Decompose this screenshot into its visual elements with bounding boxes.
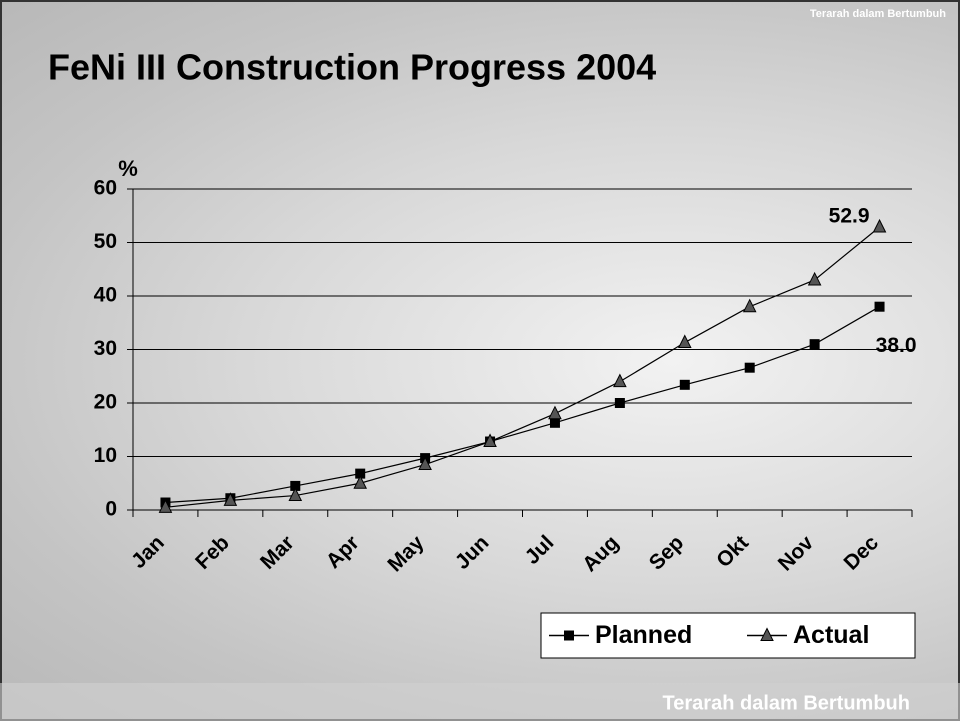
y-tick-label: 40 bbox=[94, 284, 117, 307]
x-tick-label: Aug bbox=[578, 531, 623, 576]
data-point bbox=[158, 499, 173, 513]
data-point bbox=[809, 339, 820, 350]
data-point bbox=[288, 487, 303, 502]
data-point bbox=[549, 417, 560, 428]
x-tick-label: May bbox=[383, 531, 428, 576]
data-point bbox=[807, 271, 822, 286]
data-point bbox=[742, 298, 757, 313]
data-point bbox=[483, 433, 497, 448]
x-tick-label: Dec bbox=[839, 531, 883, 575]
legend-label: Actual bbox=[793, 621, 869, 649]
y-tick-label: 20 bbox=[94, 391, 117, 414]
data-point bbox=[290, 480, 301, 491]
x-tick-label: Jan bbox=[127, 531, 169, 573]
series-line bbox=[165, 306, 880, 504]
data-point bbox=[548, 405, 562, 420]
y-tick-label: 50 bbox=[94, 230, 117, 253]
data-point bbox=[418, 456, 432, 471]
legend-label: Planned bbox=[595, 621, 692, 649]
footer-tagline: Terarah dalam Bertumbuh bbox=[663, 692, 910, 714]
legend-box bbox=[540, 612, 916, 659]
y-tick-label: 10 bbox=[94, 444, 117, 467]
data-point bbox=[874, 301, 885, 312]
data-point bbox=[744, 362, 755, 373]
data-point bbox=[614, 398, 625, 408]
x-tick-label: Jun bbox=[451, 531, 494, 574]
chart-title: FeNi III Construction Progress 2004 bbox=[48, 47, 656, 88]
data-point bbox=[679, 379, 690, 390]
x-tick-label: Sep bbox=[645, 531, 688, 574]
x-tick-label: Okt bbox=[712, 531, 753, 572]
footer-band bbox=[0, 683, 960, 721]
x-tick-label: Apr bbox=[322, 531, 364, 573]
y-tick-label: 0 bbox=[105, 498, 117, 521]
data-point bbox=[872, 218, 887, 233]
x-tick-label: Nov bbox=[774, 531, 819, 576]
x-tick-label: Feb bbox=[191, 531, 234, 574]
y-axis-label: % bbox=[118, 156, 138, 181]
data-label: 52.9 bbox=[829, 205, 870, 228]
legend-marker bbox=[760, 627, 774, 641]
data-point bbox=[353, 475, 368, 489]
data-point bbox=[677, 334, 692, 349]
data-label: 38.0 bbox=[876, 334, 917, 357]
header-tagline: Terarah dalam Bertumbuh bbox=[810, 8, 946, 20]
data-point bbox=[355, 468, 366, 479]
y-tick-label: 60 bbox=[94, 177, 117, 200]
x-tick-label: Mar bbox=[256, 531, 299, 574]
x-tick-label: Jul bbox=[521, 531, 559, 569]
data-point bbox=[613, 373, 627, 388]
y-tick-label: 30 bbox=[94, 337, 117, 360]
legend-marker bbox=[564, 630, 574, 641]
data-point bbox=[223, 492, 238, 506]
series-line bbox=[165, 226, 880, 508]
